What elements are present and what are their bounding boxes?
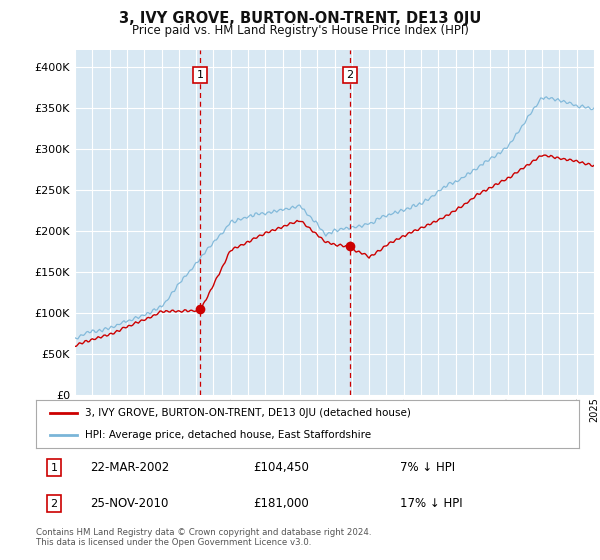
Text: Contains HM Land Registry data © Crown copyright and database right 2024.
This d: Contains HM Land Registry data © Crown c… — [36, 528, 371, 547]
Text: 22-MAR-2002: 22-MAR-2002 — [91, 461, 170, 474]
Text: 3, IVY GROVE, BURTON-ON-TRENT, DE13 0JU: 3, IVY GROVE, BURTON-ON-TRENT, DE13 0JU — [119, 11, 481, 26]
Text: 1: 1 — [196, 70, 203, 80]
Text: 1: 1 — [50, 463, 58, 473]
Text: 25-NOV-2010: 25-NOV-2010 — [91, 497, 169, 510]
Text: HPI: Average price, detached house, East Staffordshire: HPI: Average price, detached house, East… — [85, 430, 371, 440]
Text: 2: 2 — [50, 498, 58, 508]
Text: Price paid vs. HM Land Registry's House Price Index (HPI): Price paid vs. HM Land Registry's House … — [131, 24, 469, 36]
Text: £181,000: £181,000 — [253, 497, 309, 510]
Text: 2: 2 — [347, 70, 353, 80]
Text: 17% ↓ HPI: 17% ↓ HPI — [400, 497, 463, 510]
Text: 3, IVY GROVE, BURTON-ON-TRENT, DE13 0JU (detached house): 3, IVY GROVE, BURTON-ON-TRENT, DE13 0JU … — [85, 408, 411, 418]
Text: £104,450: £104,450 — [253, 461, 309, 474]
Text: 7% ↓ HPI: 7% ↓ HPI — [400, 461, 455, 474]
